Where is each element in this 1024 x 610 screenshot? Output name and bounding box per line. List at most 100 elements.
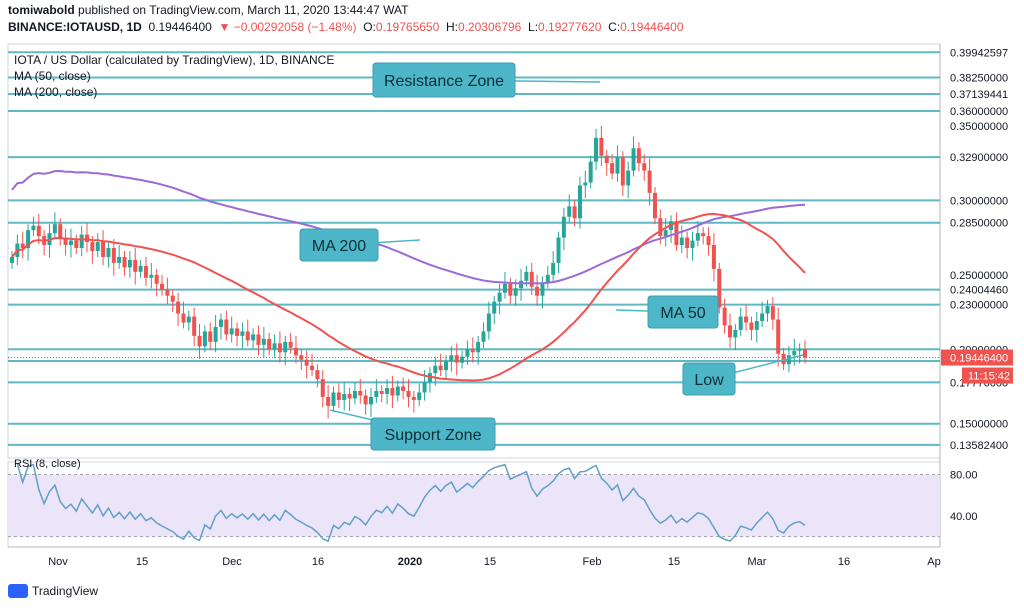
candle-body[interactable] <box>363 395 368 405</box>
candle-body[interactable] <box>127 259 132 268</box>
candle-body[interactable] <box>508 283 513 296</box>
candle-body[interactable] <box>567 206 572 217</box>
candle-body[interactable] <box>74 240 79 249</box>
candle-body[interactable] <box>326 396 331 406</box>
candle-body[interactable] <box>390 388 395 396</box>
legend-ma50[interactable]: MA (50, close) <box>14 69 91 83</box>
candle-body[interactable] <box>208 331 213 342</box>
legend-ma200[interactable]: MA (200, close) <box>14 85 98 99</box>
candle-body[interactable] <box>101 242 106 257</box>
candle-body[interactable] <box>465 349 470 357</box>
candle-body[interactable] <box>679 237 684 246</box>
candle-body[interactable] <box>165 289 170 296</box>
candle-body[interactable] <box>213 326 218 342</box>
candle-body[interactable] <box>401 386 406 391</box>
candle-body[interactable] <box>727 325 732 338</box>
candle-body[interactable] <box>733 329 738 338</box>
ma200-line[interactable] <box>11 169 806 285</box>
candle-body[interactable] <box>176 301 181 314</box>
candle-body[interactable] <box>111 248 116 263</box>
candle-body[interactable] <box>240 331 245 336</box>
rsi-line[interactable] <box>16 463 806 543</box>
candle-body[interactable] <box>192 316 197 336</box>
candle-body[interactable] <box>658 218 663 237</box>
candle-body[interactable] <box>647 170 652 193</box>
candle-body[interactable] <box>26 230 31 249</box>
candle-body[interactable] <box>444 361 449 371</box>
candle-body[interactable] <box>336 392 341 400</box>
candle-body[interactable] <box>331 392 336 406</box>
candle-body[interactable] <box>476 341 481 353</box>
candle-body[interactable] <box>358 390 363 396</box>
candle-body[interactable] <box>765 306 770 314</box>
candle-body[interactable] <box>711 245 716 269</box>
candle-body[interactable] <box>776 319 781 354</box>
candle-body[interactable] <box>288 341 293 348</box>
candle-body[interactable] <box>395 386 400 396</box>
candle-body[interactable] <box>695 233 700 241</box>
candle-body[interactable] <box>545 274 550 283</box>
candle-body[interactable] <box>347 393 352 399</box>
callout-box[interactable] <box>372 62 516 98</box>
candle-body[interactable] <box>138 265 143 272</box>
candle-body[interactable] <box>744 316 749 323</box>
candle-body[interactable] <box>10 256 14 263</box>
candle-body[interactable] <box>540 282 545 296</box>
candle-body[interactable] <box>117 256 122 263</box>
candle-body[interactable] <box>36 225 41 237</box>
candle-body[interactable] <box>277 343 282 353</box>
candle-body[interactable] <box>411 396 416 400</box>
candle-body[interactable] <box>218 319 223 327</box>
candle-body[interactable] <box>299 355 304 360</box>
candle-body[interactable] <box>272 343 277 350</box>
candle-body[interactable] <box>95 242 100 251</box>
candle-body[interactable] <box>792 350 797 356</box>
candle-body[interactable] <box>449 355 454 362</box>
candle-body[interactable] <box>160 283 165 290</box>
candle-body[interactable] <box>122 256 127 268</box>
candle-body[interactable] <box>170 295 175 302</box>
candle-body[interactable] <box>749 322 754 330</box>
candle-body[interactable] <box>685 237 690 249</box>
candle-body[interactable] <box>379 390 384 394</box>
candle-body[interactable] <box>224 319 229 335</box>
rsi-legend[interactable]: RSI (8, close) <box>14 458 81 470</box>
candle-body[interactable] <box>342 393 347 400</box>
candle-body[interactable] <box>610 163 615 174</box>
candle-body[interactable] <box>588 161 593 183</box>
candle-body[interactable] <box>690 240 695 249</box>
candle-body[interactable] <box>556 237 561 263</box>
candle-body[interactable] <box>133 259 138 272</box>
candle-body[interactable] <box>803 349 807 358</box>
candle-body[interactable] <box>58 224 63 238</box>
candle-body[interactable] <box>577 185 582 219</box>
candle-body[interactable] <box>181 313 186 323</box>
candle-body[interactable] <box>770 306 775 320</box>
candle-body[interactable] <box>149 274 154 278</box>
candle-body[interactable] <box>797 349 802 351</box>
candle-body[interactable] <box>374 390 379 397</box>
candle-body[interactable] <box>417 392 422 400</box>
candle-body[interactable] <box>143 265 148 278</box>
candle-body[interactable] <box>535 286 540 296</box>
candle-body[interactable] <box>460 356 465 363</box>
candle-body[interactable] <box>106 248 111 257</box>
candle-body[interactable] <box>663 230 668 237</box>
candle-body[interactable] <box>529 271 534 287</box>
candle-body[interactable] <box>717 268 722 308</box>
candle-body[interactable] <box>283 341 288 353</box>
candle-body[interactable] <box>519 280 524 289</box>
candle-body[interactable] <box>261 338 266 345</box>
candle-body[interactable] <box>406 390 411 397</box>
ma50-line[interactable] <box>11 212 806 382</box>
callout-box[interactable] <box>647 295 719 329</box>
author-name[interactable]: tomiwabold <box>8 3 75 17</box>
candle-body[interactable] <box>422 382 427 393</box>
candle-body[interactable] <box>197 335 202 347</box>
candle-body[interactable] <box>524 271 529 281</box>
candle-body[interactable] <box>486 313 491 332</box>
candle-body[interactable] <box>63 237 68 246</box>
candle-body[interactable] <box>492 301 497 314</box>
candle-body[interactable] <box>652 192 657 219</box>
callout-box[interactable] <box>682 362 736 396</box>
